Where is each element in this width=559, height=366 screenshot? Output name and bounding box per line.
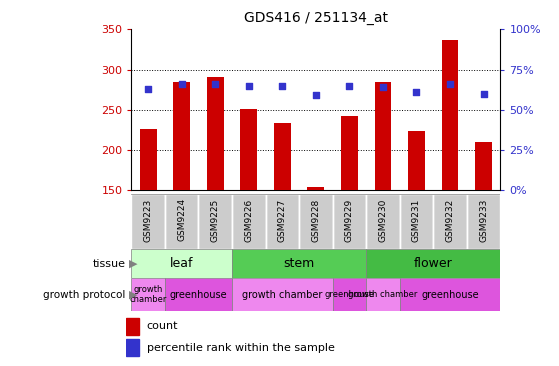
Point <box>211 81 220 87</box>
Bar <box>274 123 291 190</box>
Bar <box>266 194 299 249</box>
Bar <box>207 77 224 190</box>
Bar <box>475 142 492 190</box>
Text: GSM9227: GSM9227 <box>278 198 287 242</box>
Point <box>244 83 253 89</box>
Point <box>278 83 287 89</box>
Text: growth protocol: growth protocol <box>44 290 126 300</box>
Bar <box>467 194 500 249</box>
Bar <box>232 249 366 278</box>
Point <box>345 83 354 89</box>
Point <box>446 81 454 87</box>
Text: tissue: tissue <box>93 258 126 269</box>
Bar <box>240 109 257 190</box>
Point <box>479 91 488 97</box>
Text: flower: flower <box>414 257 453 270</box>
Point <box>144 86 153 92</box>
Bar <box>126 339 139 356</box>
Bar <box>333 278 366 311</box>
Point <box>311 92 320 98</box>
Text: growth chamber: growth chamber <box>242 290 323 300</box>
Text: GSM9229: GSM9229 <box>345 198 354 242</box>
Bar <box>232 278 333 311</box>
Text: greenhouse: greenhouse <box>324 290 375 299</box>
Text: leaf: leaf <box>170 257 193 270</box>
Text: GSM9231: GSM9231 <box>412 198 421 242</box>
Bar <box>400 278 500 311</box>
Bar <box>131 249 232 278</box>
Text: GSM9230: GSM9230 <box>378 198 387 242</box>
Text: greenhouse: greenhouse <box>421 290 479 300</box>
Title: GDS416 / 251134_at: GDS416 / 251134_at <box>244 11 388 26</box>
Bar <box>366 278 400 311</box>
Bar <box>333 194 366 249</box>
Bar <box>140 129 157 190</box>
Bar <box>433 194 467 249</box>
Bar <box>131 194 165 249</box>
Text: GSM9225: GSM9225 <box>211 198 220 242</box>
Bar <box>400 194 433 249</box>
Bar <box>366 249 500 278</box>
Text: count: count <box>146 321 178 331</box>
Bar <box>442 40 458 190</box>
Bar <box>198 194 232 249</box>
Text: GSM9226: GSM9226 <box>244 198 253 242</box>
Text: ▶: ▶ <box>129 290 137 300</box>
Bar <box>341 116 358 190</box>
Bar <box>165 194 198 249</box>
Text: percentile rank within the sample: percentile rank within the sample <box>146 343 334 353</box>
Bar <box>366 194 400 249</box>
Text: stem: stem <box>283 257 315 270</box>
Bar <box>131 278 165 311</box>
Text: growth chamber: growth chamber <box>348 290 418 299</box>
Text: GSM9232: GSM9232 <box>446 198 454 242</box>
Text: growth
chamber: growth chamber <box>130 285 167 305</box>
Bar <box>299 194 333 249</box>
Point <box>412 89 421 95</box>
Text: GSM9223: GSM9223 <box>144 198 153 242</box>
Bar <box>165 278 232 311</box>
Text: ▶: ▶ <box>129 258 137 269</box>
Point <box>378 84 387 90</box>
Bar <box>126 318 139 335</box>
Bar <box>307 187 324 190</box>
Point <box>177 81 186 87</box>
Text: GSM9224: GSM9224 <box>177 198 186 242</box>
Text: greenhouse: greenhouse <box>169 290 228 300</box>
Bar <box>408 131 425 190</box>
Bar <box>232 194 266 249</box>
Text: GSM9233: GSM9233 <box>479 198 488 242</box>
Bar <box>173 82 190 190</box>
Text: GSM9228: GSM9228 <box>311 198 320 242</box>
Bar <box>375 82 391 190</box>
